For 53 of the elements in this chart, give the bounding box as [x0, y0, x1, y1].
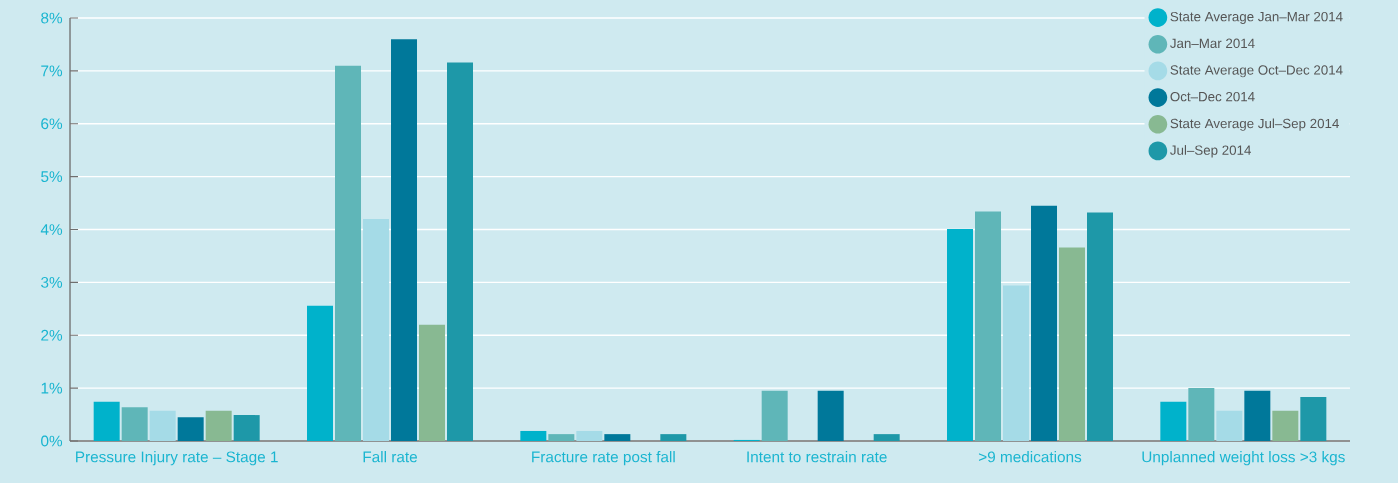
bar: [1300, 397, 1327, 441]
legend-label: Jul–Sep 2014: [1170, 145, 1251, 158]
bar: [121, 407, 148, 441]
bar: [233, 415, 260, 441]
bar: [1031, 205, 1057, 441]
y-tick-label: 2%: [41, 329, 63, 341]
y-tick-label: 5%: [41, 171, 63, 183]
y-tick-label: 3%: [41, 276, 63, 288]
bar: [391, 39, 418, 441]
y-tick-label: 4%: [40, 224, 63, 235]
bar: [1244, 390, 1271, 441]
legend-label: Oct–Dec 2014: [1170, 91, 1255, 102]
bar: [419, 324, 446, 441]
bar: [1059, 247, 1086, 441]
x-tick-label: Pressure Injury rate – Stage 1: [76, 451, 278, 466]
bar: [149, 410, 176, 441]
x-tick-label: >9 medications: [978, 451, 1082, 463]
bar: [1216, 410, 1243, 441]
y-tick-label: 8%: [41, 12, 63, 24]
legend-label: Jan–Mar 2014: [1170, 38, 1255, 49]
bar: [205, 410, 232, 441]
bar: [975, 211, 1001, 441]
x-tick-label: Unplanned weight loss >3 kgs: [1142, 451, 1345, 466]
x-tick-label: Fracture rate post fall: [532, 451, 675, 466]
bar: [1272, 410, 1299, 441]
bar: [947, 228, 973, 441]
bar: [576, 430, 603, 441]
bar: [660, 434, 687, 441]
x-tick-label: Fall rate: [363, 451, 417, 463]
bar: [363, 218, 389, 441]
bar: [761, 390, 788, 441]
bar: [307, 305, 333, 441]
legend-label: State Average Oct–Dec 2014: [1170, 65, 1343, 78]
bar: [1087, 212, 1114, 441]
bar: [1160, 401, 1187, 441]
bar: [335, 65, 361, 441]
bar: [1188, 388, 1215, 441]
legend-label: State Average Jul–Sep 2014: [1170, 118, 1339, 131]
bar: [817, 390, 844, 441]
bar: [93, 401, 120, 441]
bar: [873, 434, 900, 441]
y-tick-label: 1%: [41, 382, 63, 394]
bar: [604, 434, 631, 441]
x-tick-label: Intent to restrain rate: [747, 451, 887, 463]
bar: [1003, 285, 1029, 441]
bar: [548, 434, 575, 441]
bar: [447, 62, 474, 441]
legend-label: State Average Jan–Mar 2014: [1170, 11, 1343, 24]
bar: [177, 417, 204, 441]
y-tick-label: 6%: [41, 118, 63, 130]
y-tick-label: 0%: [41, 435, 63, 447]
y-tick-label: 7%: [41, 65, 63, 77]
bar: [520, 430, 547, 441]
